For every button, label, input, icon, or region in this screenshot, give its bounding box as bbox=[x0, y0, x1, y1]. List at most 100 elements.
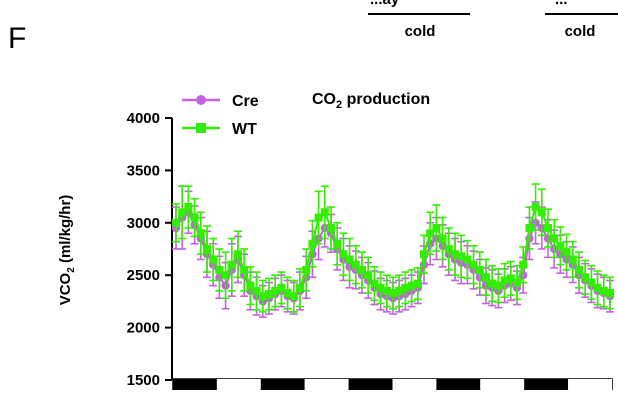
data-point bbox=[190, 213, 199, 222]
light-dark-segment-dark bbox=[348, 379, 393, 390]
data-point bbox=[320, 208, 329, 217]
data-point bbox=[606, 289, 614, 298]
data-point bbox=[463, 255, 472, 264]
legend-marker bbox=[196, 95, 206, 105]
data-point bbox=[407, 281, 416, 290]
data-point bbox=[252, 286, 261, 295]
data-point bbox=[389, 289, 397, 298]
legend: Cre WT bbox=[182, 93, 259, 138]
light-dark-segment-dark bbox=[173, 379, 217, 390]
data-point bbox=[469, 260, 478, 269]
legend-label: WT bbox=[232, 121, 257, 138]
data-point bbox=[184, 203, 193, 212]
data-point bbox=[376, 283, 385, 292]
data-point bbox=[227, 260, 236, 269]
data-point bbox=[172, 218, 180, 227]
cold-label-1: cold bbox=[405, 23, 436, 40]
data-point bbox=[562, 248, 571, 257]
data-point bbox=[358, 265, 366, 274]
data-point bbox=[277, 283, 286, 292]
light-dark-segment-dark bbox=[436, 379, 481, 390]
data-point bbox=[494, 281, 503, 290]
data-point bbox=[587, 278, 596, 287]
y-tick-label: 2500 bbox=[127, 267, 160, 284]
data-point bbox=[271, 286, 280, 295]
light-dark-segment-light bbox=[392, 379, 437, 390]
data-point bbox=[351, 260, 360, 269]
data-point bbox=[339, 250, 348, 259]
cold-label-2: cold bbox=[565, 23, 596, 40]
data-point bbox=[556, 241, 565, 250]
data-point bbox=[513, 278, 521, 287]
series-wt bbox=[172, 183, 614, 313]
data-point bbox=[289, 292, 298, 301]
data-point bbox=[333, 239, 342, 248]
data-point bbox=[258, 292, 267, 301]
data-point bbox=[234, 250, 242, 259]
data-point bbox=[308, 239, 317, 248]
y-axis-label: VCO2 (ml/kg/hr) bbox=[57, 195, 77, 306]
data-point bbox=[296, 283, 304, 292]
data-point bbox=[506, 274, 515, 283]
data-point bbox=[531, 203, 540, 212]
data-point bbox=[240, 265, 249, 274]
data-point bbox=[519, 260, 528, 269]
data-point bbox=[327, 224, 335, 233]
data-point bbox=[420, 250, 428, 259]
data-point bbox=[482, 273, 490, 282]
data-point bbox=[283, 289, 292, 298]
top-annotation-2: ... cold bbox=[545, 0, 618, 40]
data-point bbox=[438, 234, 447, 243]
data-point bbox=[537, 208, 546, 217]
svg-text:...: ... bbox=[555, 0, 568, 8]
data-point bbox=[221, 271, 230, 280]
data-point bbox=[426, 229, 435, 238]
data-point bbox=[544, 224, 552, 233]
top-annotation-1: ...ay cold bbox=[368, 0, 470, 40]
light-dark-segment-dark bbox=[260, 379, 305, 390]
data-point bbox=[345, 255, 354, 264]
y-tick-label: 2000 bbox=[127, 320, 160, 337]
data-point bbox=[401, 283, 410, 292]
data-point bbox=[196, 229, 205, 238]
data-point bbox=[265, 290, 273, 299]
data-point bbox=[550, 234, 559, 243]
y-tick-label: 4000 bbox=[127, 110, 160, 127]
data-point bbox=[525, 224, 534, 233]
data-point bbox=[457, 252, 466, 261]
data-point bbox=[382, 286, 391, 295]
data-point bbox=[314, 213, 323, 222]
data-point bbox=[209, 255, 218, 264]
light-dark-bar bbox=[172, 378, 613, 391]
chart-title: CO2 production bbox=[312, 91, 430, 111]
data-point bbox=[475, 265, 484, 274]
svg-text:...ay: ...ay bbox=[370, 0, 400, 8]
data-point bbox=[215, 265, 224, 274]
data-point bbox=[599, 286, 608, 295]
legend-marker bbox=[196, 123, 206, 133]
data-point bbox=[370, 279, 379, 288]
data-point bbox=[364, 271, 373, 280]
light-dark-segment-light bbox=[216, 379, 261, 390]
panel-label: F bbox=[8, 22, 26, 55]
y-axis: 1500 2000 2500 3000 3500 4000 bbox=[127, 110, 173, 389]
data-point bbox=[581, 273, 590, 282]
data-point bbox=[488, 279, 497, 288]
light-dark-segment-light bbox=[568, 379, 612, 390]
data-point bbox=[568, 255, 577, 264]
data-point bbox=[246, 281, 255, 290]
data-point bbox=[451, 250, 459, 259]
legend-label: Cre bbox=[232, 93, 259, 110]
y-tick-label: 1500 bbox=[127, 372, 160, 389]
data-point bbox=[178, 208, 187, 217]
data-point bbox=[500, 276, 509, 285]
light-dark-segment-light bbox=[304, 379, 349, 390]
data-point bbox=[395, 286, 404, 295]
data-point bbox=[302, 265, 311, 274]
series-layer bbox=[171, 183, 615, 318]
light-dark-segment-dark bbox=[524, 379, 569, 390]
data-point bbox=[593, 283, 602, 292]
data-point bbox=[444, 245, 453, 253]
data-point bbox=[413, 279, 422, 288]
